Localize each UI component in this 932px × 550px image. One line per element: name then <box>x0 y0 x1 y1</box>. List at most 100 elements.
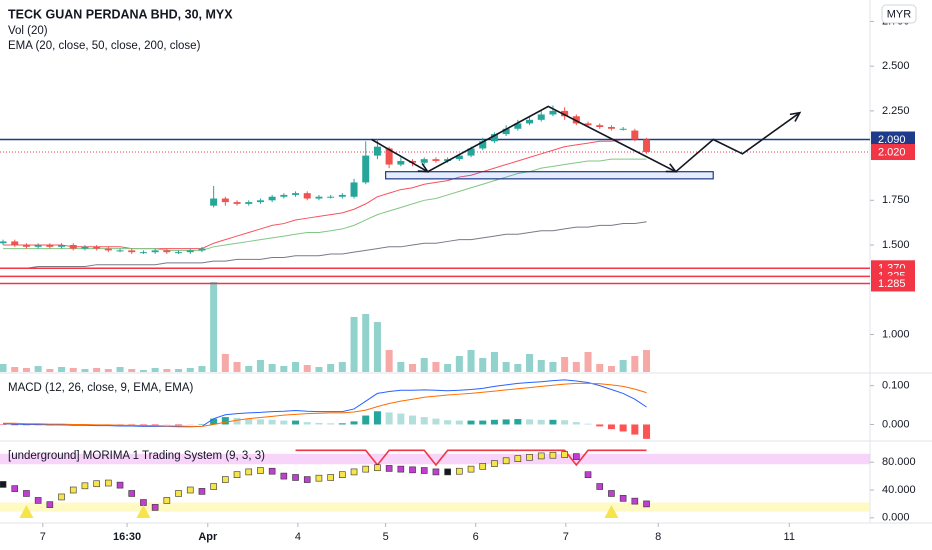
macd-hist-bar <box>280 420 288 425</box>
y-tick-label: 1.750 <box>882 194 910 206</box>
volume-bar <box>11 367 19 372</box>
candle-body <box>11 241 19 246</box>
y-tick-label: 1.500 <box>882 239 910 251</box>
volume-bar <box>432 362 440 372</box>
morima-point <box>58 493 65 501</box>
candle-body <box>409 160 417 163</box>
candle-body <box>292 193 300 195</box>
y-tick-label: 0.100 <box>882 380 910 392</box>
macd-hist-bar <box>0 424 7 425</box>
x-tick-label: 5 <box>383 531 389 543</box>
volume-bar <box>643 350 651 372</box>
volume-bar <box>490 352 498 372</box>
candle-body <box>631 130 639 140</box>
candle-body <box>163 250 171 253</box>
candle-body <box>151 250 159 253</box>
morima-point <box>456 467 463 475</box>
currency-button[interactable] <box>881 4 917 24</box>
candle-body <box>607 126 615 129</box>
volume-bar <box>420 358 428 372</box>
candle-body <box>467 148 475 156</box>
volume-bar <box>444 364 452 372</box>
candle-body <box>34 245 42 247</box>
candle-body <box>526 119 534 124</box>
volume-bar <box>256 360 264 372</box>
morima-point <box>631 497 639 505</box>
morima-point <box>502 457 510 465</box>
currency-label[interactable]: MYR <box>887 8 912 20</box>
morima-point <box>514 455 522 462</box>
morima-point <box>11 485 19 492</box>
signal-triangle <box>136 505 151 518</box>
morima-point <box>46 501 54 508</box>
candle-body <box>315 196 323 199</box>
morima-point <box>549 451 557 459</box>
macd-hist-bar <box>338 423 346 425</box>
macd-hist-bar <box>619 424 627 432</box>
macd-hist-bar <box>467 420 475 425</box>
volume-bar <box>0 364 7 372</box>
morima-point <box>537 452 545 460</box>
price-label-bg <box>871 275 915 292</box>
morima-point <box>596 483 604 490</box>
macd-hist-bar <box>327 423 335 425</box>
volume-bar <box>549 362 557 372</box>
morima-point <box>163 497 171 504</box>
legend-text: EMA (20, close, 50, close, 200, close) <box>8 40 201 52</box>
candle-body <box>327 196 335 198</box>
macd-hist-bar <box>607 424 615 430</box>
morima-point <box>409 466 416 474</box>
x-tick-label: 11 <box>784 531 795 543</box>
volume-bar <box>526 354 534 372</box>
morima-point <box>397 465 405 473</box>
morima-point <box>268 467 276 475</box>
morima-point <box>34 497 42 504</box>
candle-body <box>198 248 206 251</box>
macd-hist-bar <box>256 419 264 425</box>
macd-hist-bar <box>561 420 569 425</box>
price-label-bg <box>871 131 915 148</box>
morima-point <box>643 500 650 508</box>
candle-body <box>104 248 112 251</box>
morima-point <box>385 465 393 472</box>
candle-body <box>490 134 498 142</box>
morima-point <box>350 468 358 476</box>
morima-point <box>608 490 615 497</box>
ema-line <box>3 139 647 250</box>
morima-point <box>584 471 592 478</box>
candle-body <box>561 110 569 117</box>
morima-point <box>140 499 147 506</box>
signal-line <box>3 382 647 427</box>
volume-bar <box>479 358 487 372</box>
volume-bar <box>151 368 159 372</box>
morima-point <box>23 490 30 497</box>
volume-bar <box>350 317 358 372</box>
morima-point <box>526 454 533 461</box>
macd-hist-bar <box>198 424 206 425</box>
morima-point <box>444 468 451 476</box>
morima-point <box>175 490 182 497</box>
volume-bar <box>104 369 112 372</box>
volume-bar <box>631 356 639 372</box>
morima-point <box>257 467 264 474</box>
macd-hist-bar <box>303 422 311 425</box>
volume-bar <box>116 367 124 372</box>
macd-hist-bar <box>420 417 428 425</box>
morima-point <box>245 468 253 476</box>
morima-point <box>362 465 370 473</box>
y-tick-label: 40.000 <box>882 484 916 496</box>
macd-hist-bar <box>479 420 487 425</box>
morima-point <box>210 483 217 490</box>
morima-point <box>128 490 136 497</box>
macd-hist-bar <box>151 424 159 426</box>
price-label-bg <box>871 144 915 161</box>
candle-body <box>338 194 346 197</box>
volume-bar <box>596 364 604 372</box>
candle-body <box>221 198 229 203</box>
macd-hist-bar <box>432 418 440 425</box>
morima-point <box>303 476 311 483</box>
volume-bar <box>537 360 545 372</box>
volume-bar <box>584 352 592 372</box>
candle-body <box>584 123 592 126</box>
